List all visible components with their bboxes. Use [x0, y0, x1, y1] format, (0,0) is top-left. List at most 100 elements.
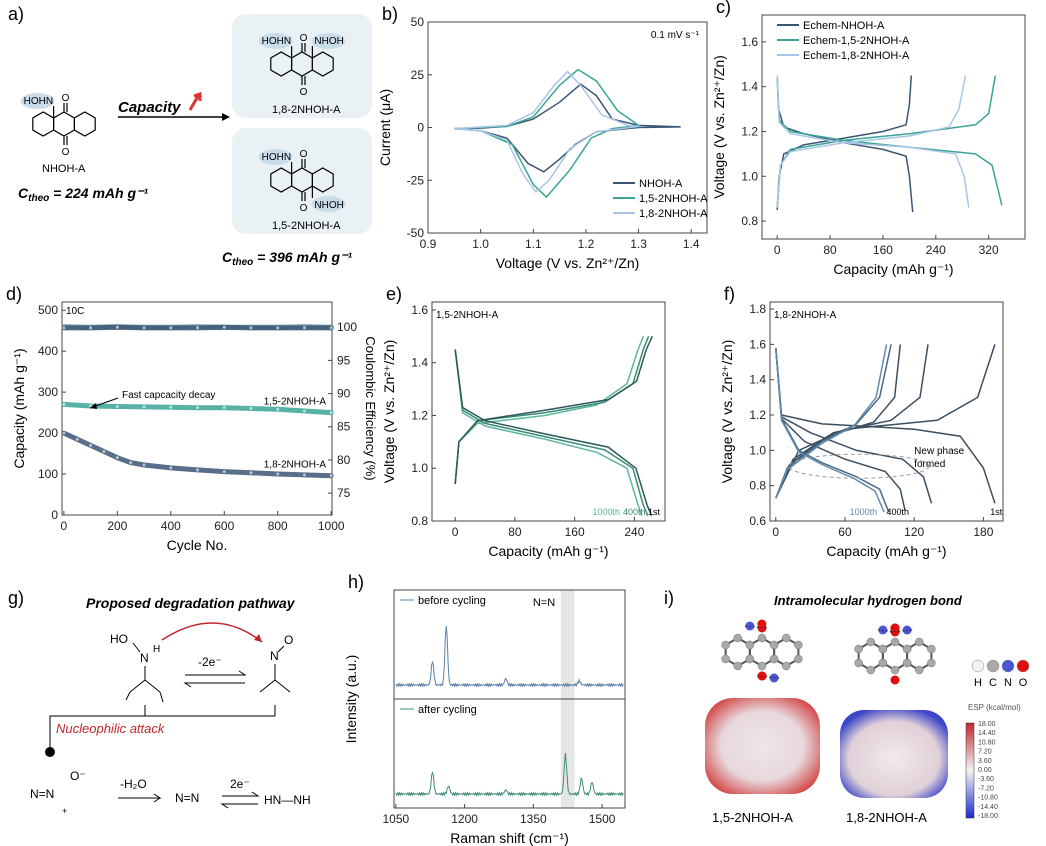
carbon-atom — [733, 661, 743, 671]
equilibrium-arrow — [183, 670, 247, 688]
legend-label: 1,8-2NHOH-A — [639, 208, 708, 220]
data-point — [169, 405, 173, 409]
x-tick-label: 60 — [838, 525, 852, 539]
up-arrow-icon — [188, 91, 202, 111]
oxygen-label: O — [300, 203, 308, 214]
plot-frame — [769, 301, 1004, 522]
data-point — [62, 326, 66, 330]
panel-label-b: b) — [382, 4, 398, 24]
reactant-name: NHOH-A — [42, 163, 86, 175]
plot-frame — [61, 301, 333, 516]
reduction-equilibrium-arrow — [220, 791, 260, 809]
x-tick-label: 1.2 — [578, 237, 595, 251]
rate-label: 10C — [66, 306, 84, 317]
annotation: Fast capcacity decay — [122, 390, 215, 401]
x-tick-label: 320 — [979, 243, 999, 257]
y-tick-label: 0.8 — [749, 479, 766, 493]
carbon-atom — [769, 654, 779, 664]
x-tick-label: 800 — [268, 519, 288, 533]
product-box-2 — [232, 128, 372, 234]
y-tick-label: 0 — [417, 121, 424, 135]
plot-frame — [431, 301, 666, 522]
18-2nhoh-a-structure: O O HOHN NHOH — [258, 33, 346, 98]
esp-tick: -10.80 — [978, 795, 998, 802]
nhoh-highlight — [20, 93, 55, 109]
nhoh-highlight — [258, 149, 293, 165]
hydroxylamine-n: N — [140, 651, 149, 665]
carbon-atom — [914, 665, 924, 675]
x-axis-label: Capacity (mAh g⁻¹) — [488, 543, 608, 559]
x-tick-label: 1.4 — [683, 237, 700, 251]
data-point — [75, 437, 79, 441]
annotation: New phase — [914, 446, 964, 457]
esp-tick: 0.00 — [978, 767, 992, 774]
series-line-1 — [454, 68, 641, 199]
esp-tick: -14.40 — [978, 804, 998, 811]
series-line-1 — [454, 349, 649, 516]
series-label: 1,5-2NHOH-A — [264, 397, 327, 408]
nhoh-group-label: NHOH — [314, 36, 343, 47]
y-tick-label: 300 — [38, 385, 58, 399]
data-point — [249, 407, 253, 410]
data-point — [249, 471, 253, 475]
legend-label: Echem-NHOH-A — [803, 20, 885, 32]
atom-key-ball — [1001, 659, 1015, 673]
panel-label-h: h) — [348, 572, 364, 592]
18-2nhoh-a-ball-model — [854, 623, 936, 685]
y-axis-label: Voltage (V vs. Zn²⁺/Zn) — [719, 340, 735, 484]
cycle-label: 400th — [623, 507, 646, 517]
data-point — [62, 402, 66, 406]
x-tick-label: 80 — [508, 525, 522, 539]
legend-label: Echem-1,8-2NHOH-A — [803, 50, 910, 62]
oxygen-label: O — [62, 93, 70, 104]
y2-tick-label: 90 — [337, 387, 351, 401]
x-tick-label: 0.9 — [420, 237, 437, 251]
y-tick-label: 0.8 — [741, 214, 758, 228]
series-line-2 — [776, 75, 970, 208]
hydroxylamine-bonds — [125, 642, 164, 703]
carbon-atom — [733, 633, 743, 643]
x-tick-label: 1350 — [520, 812, 547, 826]
series-line-4 — [775, 347, 885, 513]
nitroso-bonds — [259, 645, 291, 693]
scan-rate: 0.1 mV s⁻¹ — [651, 30, 700, 41]
hydrazo-group: HN—NH — [264, 793, 311, 807]
x-tick-label: 1.1 — [525, 237, 542, 251]
atom-key-ball — [1016, 659, 1030, 673]
y-tick-label: -25 — [407, 173, 425, 187]
data-point — [169, 326, 173, 330]
oxygen-label: O — [300, 149, 308, 160]
x-tick-label: 80 — [823, 243, 837, 257]
series-line-charge-2 — [454, 335, 653, 485]
y-axis-label: Voltage (V vs. Zn²⁺/Zn) — [381, 340, 397, 484]
ring-1 — [52, 111, 76, 137]
data-point — [222, 406, 226, 410]
data-point — [196, 406, 200, 410]
oxygen-label: O — [300, 33, 308, 44]
oxygen-label: O — [62, 147, 70, 158]
annotation-arrowhead — [90, 403, 97, 409]
y-tick-label: 1.6 — [741, 35, 758, 49]
nhoh-highlight — [258, 33, 293, 49]
y2-tick-label: 100 — [337, 320, 357, 334]
carbon-atom — [781, 633, 791, 643]
ring-2 — [311, 167, 334, 193]
atom-key-label: N — [1004, 677, 1012, 689]
carbon-atom — [854, 644, 863, 654]
data-point — [89, 326, 93, 330]
oxygen-atom — [890, 623, 900, 633]
18-2nhoh-a-esp-map — [840, 710, 948, 798]
atom-key-ball — [986, 659, 1000, 673]
hbond-title: Intramolecular hydrogen bond — [774, 593, 963, 608]
ring-2 — [73, 111, 96, 137]
x-tick-label: 240 — [624, 525, 644, 539]
x-tick-label: 0 — [774, 243, 781, 257]
theoretical-capacity-1: Ctheo = 224 mAh g⁻¹ — [18, 185, 148, 204]
band-label: N=N — [533, 597, 555, 609]
y-tick-label: 1.2 — [741, 124, 758, 138]
carbon-atom — [878, 644, 888, 654]
electron-arrow — [161, 622, 263, 643]
carbon-atom — [890, 665, 900, 675]
